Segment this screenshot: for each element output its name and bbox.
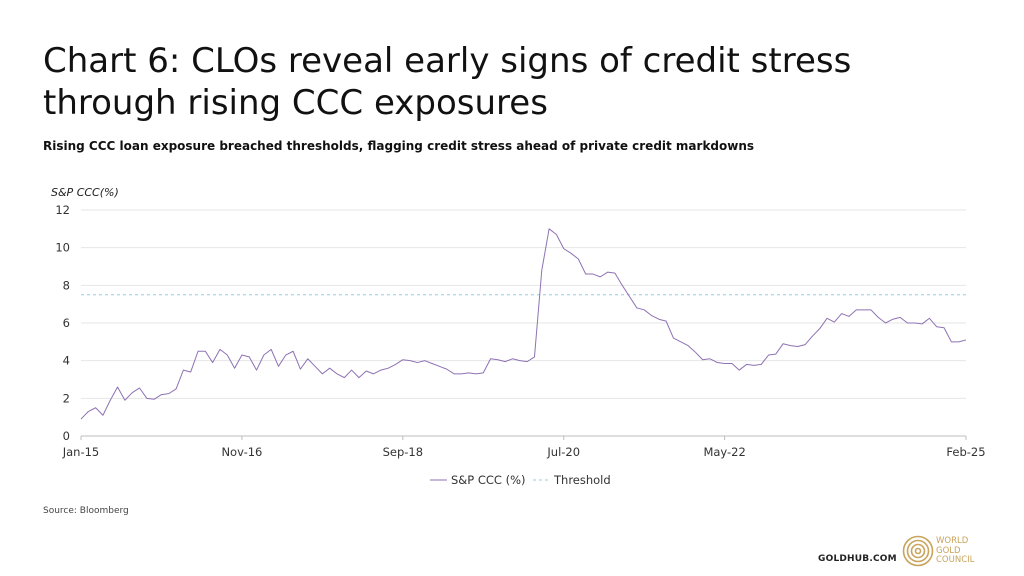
logo-wordmark: WORLD GOLD COUNCIL [936, 536, 975, 566]
legend-label-threshold: Threshold [553, 473, 611, 487]
logo-line: WORLD [936, 536, 969, 546]
legend: S&P CCC (%) Threshold [430, 473, 611, 487]
legend-label-series: S&P CCC (%) [451, 473, 526, 487]
x-tick-label: May-22 [703, 445, 745, 459]
y-axis-title: S&P CCC(%) [51, 186, 119, 199]
y-tick-label: 10 [55, 241, 70, 255]
y-tick-label: 2 [63, 391, 70, 405]
y-tick-label: 4 [63, 354, 70, 368]
series-layer [80, 228, 967, 420]
logo-line: COUNCIL [936, 555, 975, 565]
x-tick-label: Jul-20 [546, 445, 580, 459]
goldhub-link[interactable]: GOLDHUB.COM [818, 554, 897, 564]
y-tick-label: 0 [63, 429, 70, 443]
x-tick-labels: Jan-15 Nov-16 Sep-18 Jul-20 May-22 Feb-25 [62, 436, 986, 459]
grid-lines [81, 209, 966, 437]
world-gold-council-logo: WORLD GOLD COUNCIL [902, 535, 982, 569]
series-line-sp-ccc [80, 228, 967, 420]
source-note: Source: Bloomberg [43, 506, 129, 516]
logo-line: GOLD [936, 545, 961, 556]
x-tick-label: Feb-25 [946, 445, 985, 459]
page-title: Chart 6: CLOs reveal early signs of cred… [43, 41, 852, 123]
page-subtitle: Rising CCC loan exposure breached thresh… [43, 139, 755, 153]
y-tick-label: 8 [63, 278, 70, 292]
concentric-circles-icon [902, 535, 934, 567]
y-tick-labels: 0 2 4 6 8 10 12 [55, 203, 70, 443]
x-tick-label: Nov-16 [221, 445, 262, 459]
y-tick-label: 6 [63, 316, 70, 330]
y-tick-label: 12 [55, 203, 70, 217]
x-tick-label: Jan-15 [62, 445, 100, 459]
x-tick-label: Sep-18 [383, 445, 423, 459]
